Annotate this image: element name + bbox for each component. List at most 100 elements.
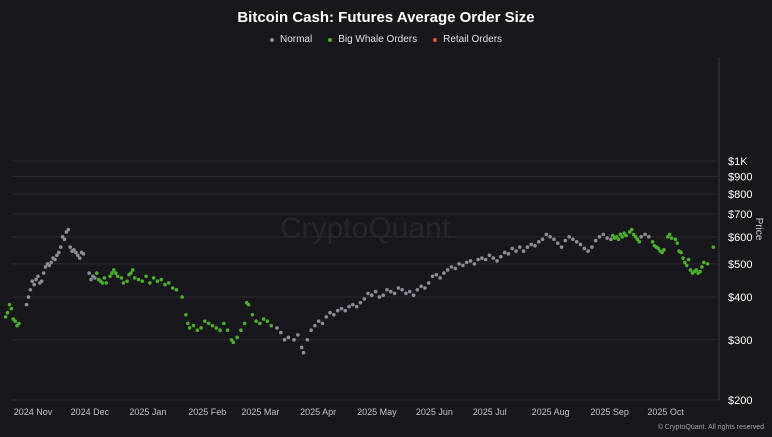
data-point-big-whale-orders[interactable] [669, 236, 674, 240]
data-point-big-whale-orders[interactable] [9, 306, 14, 311]
data-point-normal[interactable] [377, 295, 382, 299]
data-point-big-whale-orders[interactable] [100, 281, 105, 285]
data-point-big-whale-orders[interactable] [121, 281, 126, 285]
data-point-normal[interactable] [430, 274, 435, 279]
data-point-normal[interactable] [510, 246, 515, 251]
data-point-big-whale-orders[interactable] [242, 321, 247, 326]
data-point-normal[interactable] [282, 337, 287, 342]
data-point-normal[interactable] [75, 253, 80, 258]
data-point-normal[interactable] [343, 308, 348, 313]
data-point-normal[interactable] [89, 277, 93, 282]
data-point-normal[interactable] [332, 312, 336, 317]
legend-item-normal[interactable]: Normal [269, 34, 312, 45]
data-point-normal[interactable] [518, 245, 522, 249]
data-point-normal[interactable] [495, 259, 499, 263]
data-point-big-whale-orders[interactable] [199, 326, 203, 330]
data-point-normal[interactable] [24, 302, 29, 307]
data-point-normal[interactable] [62, 237, 67, 242]
data-point-normal[interactable] [324, 315, 329, 319]
data-point-big-whale-orders[interactable] [5, 310, 10, 315]
data-point-big-whale-orders[interactable] [660, 250, 664, 255]
data-point-normal[interactable] [28, 288, 33, 292]
data-point-big-whale-orders[interactable] [170, 286, 175, 290]
data-point-normal[interactable] [449, 265, 454, 269]
data-point-big-whale-orders[interactable] [675, 241, 680, 245]
data-point-normal[interactable] [563, 238, 568, 243]
data-point-normal[interactable] [457, 262, 461, 266]
legend-item-retail[interactable]: Retail Orders [433, 34, 502, 45]
data-point-normal[interactable] [41, 271, 46, 275]
data-point-normal[interactable] [278, 330, 283, 335]
data-point-normal[interactable] [392, 291, 397, 296]
data-point-big-whale-orders[interactable] [159, 277, 164, 282]
data-point-big-whale-orders[interactable] [650, 240, 655, 244]
data-point-normal[interactable] [411, 293, 416, 298]
data-point-big-whale-orders[interactable] [203, 319, 207, 323]
data-point-normal[interactable] [93, 276, 97, 280]
data-point-normal[interactable] [555, 241, 560, 245]
data-point-normal[interactable] [296, 333, 300, 337]
data-point-big-whale-orders[interactable] [174, 288, 179, 292]
data-point-normal[interactable] [643, 232, 647, 237]
data-point-big-whale-orders[interactable] [624, 233, 628, 238]
data-point-normal[interactable] [309, 328, 313, 332]
data-point-big-whale-orders[interactable] [702, 260, 706, 265]
data-point-big-whale-orders[interactable] [679, 250, 683, 255]
data-point-normal[interactable] [396, 286, 401, 290]
data-point-normal[interactable] [404, 291, 408, 296]
data-point-normal[interactable] [502, 250, 507, 255]
data-point-normal[interactable] [87, 271, 91, 275]
data-point-normal[interactable] [26, 295, 31, 299]
data-point-big-whale-orders[interactable] [620, 235, 625, 239]
data-point-normal[interactable] [49, 260, 54, 265]
data-point-big-whale-orders[interactable] [686, 257, 691, 262]
data-point-normal[interactable] [354, 304, 359, 309]
data-point-normal[interactable] [275, 326, 279, 330]
data-point-big-whale-orders[interactable] [618, 232, 623, 237]
data-point-big-whale-orders[interactable] [635, 237, 640, 242]
data-point-normal[interactable] [597, 235, 602, 239]
data-point-big-whale-orders[interactable] [222, 321, 226, 326]
data-point-big-whale-orders[interactable] [269, 323, 274, 328]
data-point-normal[interactable] [351, 302, 355, 307]
data-point-big-whale-orders[interactable] [662, 247, 666, 252]
data-point-normal[interactable] [499, 254, 503, 259]
data-point-big-whale-orders[interactable] [637, 240, 642, 244]
data-point-big-whale-orders[interactable] [218, 328, 222, 332]
data-point-big-whale-orders[interactable] [102, 276, 107, 280]
data-point-big-whale-orders[interactable] [167, 281, 171, 285]
data-point-normal[interactable] [47, 263, 52, 268]
data-point-big-whale-orders[interactable] [622, 231, 626, 235]
data-point-normal[interactable] [480, 256, 484, 260]
data-point-big-whale-orders[interactable] [711, 245, 716, 249]
data-point-normal[interactable] [533, 243, 537, 248]
data-point-normal[interactable] [366, 291, 370, 296]
data-point-normal[interactable] [601, 232, 606, 237]
data-point-normal[interactable] [68, 245, 72, 249]
data-point-big-whale-orders[interactable] [225, 328, 230, 332]
data-point-normal[interactable] [305, 337, 310, 342]
data-point-normal[interactable] [301, 350, 306, 355]
data-point-normal[interactable] [552, 237, 556, 242]
data-point-normal[interactable] [66, 227, 71, 232]
data-point-normal[interactable] [58, 245, 63, 249]
data-point-big-whale-orders[interactable] [667, 232, 672, 237]
data-point-big-whale-orders[interactable] [656, 246, 661, 251]
data-point-normal[interactable] [299, 345, 304, 350]
data-point-big-whale-orders[interactable] [673, 237, 678, 242]
data-point-normal[interactable] [72, 247, 76, 252]
data-point-big-whale-orders[interactable] [104, 281, 109, 285]
data-point-big-whale-orders[interactable] [130, 268, 135, 272]
data-point-normal[interactable] [36, 274, 40, 279]
data-point-normal[interactable] [316, 319, 321, 323]
data-point-big-whale-orders[interactable] [155, 279, 160, 284]
data-point-normal[interactable] [32, 282, 36, 287]
data-point-normal[interactable] [468, 259, 473, 263]
data-point-normal[interactable] [442, 271, 446, 275]
data-point-normal[interactable] [339, 306, 344, 311]
data-point-normal[interactable] [43, 265, 48, 269]
data-point-big-whale-orders[interactable] [180, 295, 184, 299]
data-point-normal[interactable] [320, 321, 325, 326]
data-point-big-whale-orders[interactable] [688, 268, 693, 272]
data-point-normal[interactable] [438, 276, 442, 280]
